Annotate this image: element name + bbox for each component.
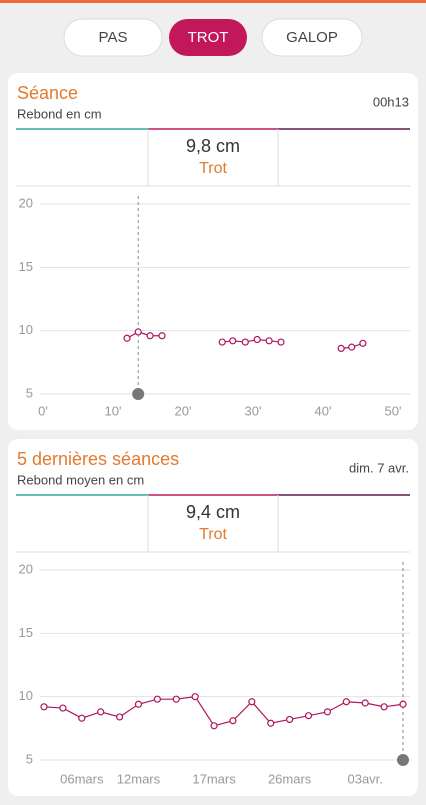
card-title: Séance (17, 83, 78, 103)
point (59, 704, 67, 712)
readout-gait: Trot (199, 160, 227, 177)
point (134, 700, 143, 708)
card-subtitle: Rebond en cm (17, 106, 102, 121)
tab[interactable] (63, 18, 163, 57)
point (399, 700, 407, 708)
point (229, 717, 237, 725)
readout-value: 9,4 cm (186, 502, 240, 522)
tab[interactable] (169, 19, 247, 56)
cursor-dot (132, 388, 145, 400)
tab[interactable] (261, 18, 363, 57)
x-tick-label: 40' (315, 403, 332, 418)
x-tick-label: 12mars (117, 771, 161, 786)
point (323, 708, 332, 716)
y-tick-label: 20 (19, 561, 33, 576)
readout-value: 9,8 cm (186, 136, 240, 156)
point (267, 719, 275, 727)
point (218, 338, 226, 346)
top-bar (0, 0, 426, 3)
tab-label[interactable]: GALOP (286, 29, 338, 46)
point (277, 338, 285, 346)
point (380, 703, 388, 711)
point (265, 337, 273, 345)
x-tick-label: 0' (38, 403, 48, 418)
y-tick-label: 10 (19, 322, 33, 337)
x-tick-label: 03avr. (347, 771, 382, 786)
x-tick-label: 30' (245, 403, 262, 418)
x-tick-label: 26mars (268, 771, 312, 786)
point (253, 335, 261, 344)
card (8, 439, 418, 796)
point (229, 337, 237, 345)
point (172, 695, 180, 703)
readout-gait: Trot (199, 526, 227, 543)
point (304, 712, 313, 720)
point (123, 334, 131, 342)
point (153, 695, 161, 703)
card (8, 73, 418, 430)
tab-label[interactable]: PAS (99, 29, 128, 46)
y-tick-label: 15 (19, 259, 33, 274)
point (191, 693, 199, 701)
y-tick-label: 20 (19, 195, 33, 210)
point (146, 332, 154, 340)
x-tick-label: 20' (175, 403, 192, 418)
point (241, 338, 249, 346)
x-tick-label: 10' (105, 403, 122, 418)
card-info: 00h13 (373, 94, 409, 109)
card-info: dim. 7 avr. (349, 460, 409, 475)
y-tick-label: 5 (26, 751, 33, 766)
point (359, 339, 367, 347)
cursor-dot (397, 754, 409, 766)
y-tick-label: 10 (19, 688, 33, 703)
point (134, 328, 142, 336)
y-tick-label: 15 (19, 625, 33, 640)
y-tick-label: 5 (26, 385, 33, 400)
point (210, 722, 218, 730)
point (286, 715, 294, 724)
tab-label[interactable]: TROT (188, 29, 229, 46)
point (342, 698, 350, 706)
x-tick-label: 50' (385, 403, 402, 418)
point (337, 344, 345, 352)
point (115, 713, 124, 721)
point (361, 699, 369, 707)
point (97, 708, 105, 716)
point (78, 714, 86, 722)
x-tick-label: 06mars (60, 771, 104, 786)
point (40, 703, 48, 711)
card-title: 5 dernières séances (17, 449, 179, 469)
x-tick-label: 17mars (192, 771, 236, 786)
point (348, 343, 356, 351)
point (248, 698, 256, 706)
point (158, 332, 166, 340)
card-subtitle: Rebond moyen en cm (17, 472, 144, 487)
